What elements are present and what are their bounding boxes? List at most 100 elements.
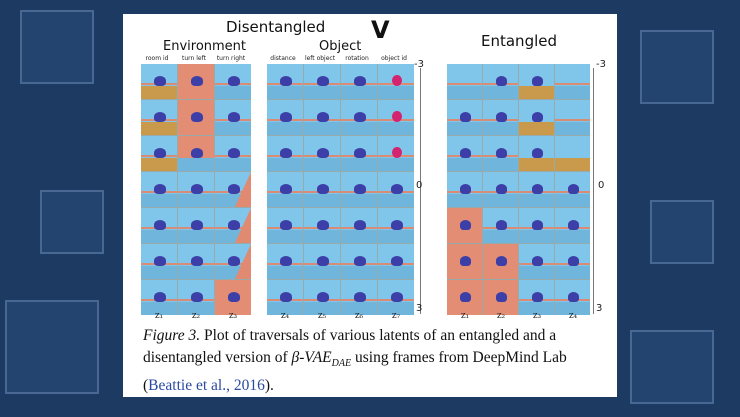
frame xyxy=(141,64,177,99)
entangled-axis-mid: 0 xyxy=(598,180,605,191)
latent-label: z₄ xyxy=(568,311,578,321)
caption-subscript: DAE xyxy=(331,358,352,370)
frame xyxy=(304,244,340,279)
frame xyxy=(141,100,177,135)
latent-label: z₆ xyxy=(354,311,364,321)
frame xyxy=(341,244,377,279)
frame xyxy=(555,244,590,279)
frame xyxy=(215,208,251,243)
frame xyxy=(267,244,303,279)
caption-text: using frames from DeepMind Lab ( xyxy=(143,349,567,395)
frame xyxy=(483,172,518,207)
frame xyxy=(519,172,554,207)
frame xyxy=(555,172,590,207)
frame xyxy=(519,136,554,171)
chevron-down-icon: V xyxy=(371,16,390,44)
frame xyxy=(178,208,214,243)
frame xyxy=(378,172,414,207)
frame xyxy=(447,280,482,315)
latent-label: z₁ xyxy=(460,311,470,321)
frame xyxy=(304,280,340,315)
entangled-title: Entangled xyxy=(481,32,558,50)
frame xyxy=(178,172,214,207)
frame xyxy=(215,280,251,315)
frame xyxy=(483,100,518,135)
caption-label: Figure 3. xyxy=(143,327,201,344)
disentangled-axis-top: -3 xyxy=(414,59,424,70)
frame xyxy=(141,136,177,171)
frame xyxy=(519,100,554,135)
frame xyxy=(483,208,518,243)
entangled-traversal-grid xyxy=(447,64,590,315)
latent-label: z₃ xyxy=(228,311,238,321)
entangled-axis-top: -3 xyxy=(596,59,606,70)
entangled-axis-line xyxy=(593,68,594,314)
figure-caption: Figure 3. Plot of traversals of various … xyxy=(143,325,603,397)
disentangled-axis-mid: 0 xyxy=(416,180,423,191)
frame xyxy=(215,244,251,279)
frame xyxy=(215,136,251,171)
frame xyxy=(267,208,303,243)
caption-text: ). xyxy=(264,377,274,395)
frame xyxy=(483,136,518,171)
disentangled-axis-line xyxy=(420,68,421,314)
column-label-distance: distance xyxy=(270,55,296,62)
frame xyxy=(519,64,554,99)
column-label-turn-left: turn left xyxy=(182,55,206,62)
latent-label: z₇ xyxy=(391,311,401,321)
object-group-label: Object xyxy=(319,39,362,54)
background-square xyxy=(640,30,714,104)
frame xyxy=(267,172,303,207)
frame xyxy=(447,172,482,207)
frame xyxy=(447,136,482,171)
frame xyxy=(483,280,518,315)
latent-label: z₂ xyxy=(191,311,201,321)
background-square xyxy=(5,300,99,394)
caption-text: Plot of traversals of various latents of… xyxy=(143,327,557,366)
paper-figure: Disentangled V Entangled Environment Obj… xyxy=(123,14,617,397)
frame xyxy=(178,136,214,171)
frame xyxy=(378,244,414,279)
background-square xyxy=(630,330,714,404)
column-label-rotation: rotation xyxy=(345,55,369,62)
frame xyxy=(555,280,590,315)
frame xyxy=(267,64,303,99)
frame xyxy=(519,244,554,279)
frame xyxy=(178,64,214,99)
background-square xyxy=(40,190,104,254)
frame xyxy=(378,64,414,99)
frame xyxy=(341,280,377,315)
frame xyxy=(555,136,590,171)
frame xyxy=(304,172,340,207)
latent-label: z₁ xyxy=(154,311,164,321)
frame xyxy=(178,244,214,279)
frame xyxy=(378,136,414,171)
disentangled-axis-bottom: 3 xyxy=(416,303,423,314)
frame xyxy=(141,244,177,279)
frame xyxy=(483,64,518,99)
frame xyxy=(267,280,303,315)
background-square xyxy=(650,200,714,264)
frame xyxy=(341,64,377,99)
citation-link[interactable]: Beattie et al., 2016 xyxy=(148,377,265,395)
frame xyxy=(555,100,590,135)
frame xyxy=(215,64,251,99)
environment-group-label: Environment xyxy=(163,39,247,54)
frame xyxy=(215,172,251,207)
entangled-axis-bottom: 3 xyxy=(596,303,603,314)
frame xyxy=(141,280,177,315)
frame xyxy=(267,100,303,135)
frame xyxy=(447,244,482,279)
frame xyxy=(447,100,482,135)
frame xyxy=(555,208,590,243)
frame xyxy=(178,100,214,135)
column-label-room-id: room id xyxy=(145,55,169,62)
frame xyxy=(483,244,518,279)
frame xyxy=(141,172,177,207)
background-square xyxy=(20,10,94,84)
object-traversal-grid xyxy=(267,64,414,315)
frame xyxy=(304,64,340,99)
frame xyxy=(304,136,340,171)
frame xyxy=(215,100,251,135)
frame xyxy=(378,208,414,243)
